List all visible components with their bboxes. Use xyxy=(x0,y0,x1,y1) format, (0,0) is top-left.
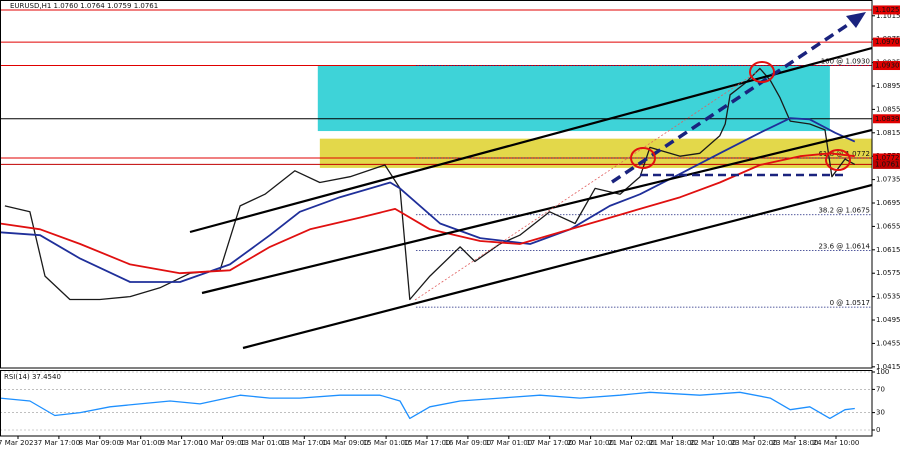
rsi-title: RSI(14) 37.4540 xyxy=(4,373,61,381)
level-label: 1.0761 xyxy=(875,160,900,168)
fib-label: 38.2 @ 1.0675 xyxy=(818,207,870,215)
x-tick-label: 13 Mar 01:00 xyxy=(240,439,287,447)
level-label-box xyxy=(873,159,900,169)
main-frame xyxy=(0,0,873,369)
y-tick-label: 1.0695 xyxy=(876,199,900,207)
series-line xyxy=(0,391,855,420)
level-label: 1.1025 xyxy=(875,6,900,14)
x-tick-label: 24 Mar 10:00 xyxy=(813,439,860,447)
x-tick-label: 15 Mar 01:00 xyxy=(363,439,410,447)
circle-marker xyxy=(749,61,775,83)
level-label: 1.0930 xyxy=(875,62,900,70)
x-tick-label: 16 Mar 09:00 xyxy=(445,439,492,447)
level-label-box xyxy=(873,61,900,71)
x-tick-label: 14 Mar 09:00 xyxy=(322,439,369,447)
x-tick-label: 15 Mar 17:00 xyxy=(404,439,451,447)
circle-marker xyxy=(630,147,656,169)
y-tick-label: 1.0455 xyxy=(876,339,900,347)
rsi-frame xyxy=(0,370,873,437)
level-label: 1.0772 xyxy=(875,154,900,162)
x-tick-label: 9 Mar 01:00 xyxy=(120,439,162,447)
fib-label: 23.6 @ 1.0614 xyxy=(818,242,870,250)
y-tick-label: 1.0895 xyxy=(876,82,900,90)
level-label: 1.0970 xyxy=(875,38,900,46)
x-tick-label: 21 Mar 18:00 xyxy=(649,439,696,447)
x-tick-label: 8 Mar 09:00 xyxy=(79,439,121,447)
arrow-head xyxy=(846,12,866,28)
series-line xyxy=(0,152,855,275)
main-plot: 100 @ 1.0930 61.8 @ 1.0772 38.2 @ 1.0675 23… xyxy=(0,9,872,308)
x-tick-label: 21 Mar 02:00 xyxy=(608,439,655,447)
fib-label: 61.8 @ 1.0772 xyxy=(818,150,870,158)
x-tick-label: 23 Mar 02:00 xyxy=(731,439,778,447)
channel-line xyxy=(189,46,872,234)
y-tick-label: 1.0415 xyxy=(876,363,900,371)
channel-line xyxy=(201,128,872,295)
y-tick-label: 70 xyxy=(876,385,885,393)
y-tick-label: 1.1015 xyxy=(876,12,900,20)
level-label-box xyxy=(873,114,900,124)
x-tick-label: 22 Mar 10:00 xyxy=(690,439,737,447)
level-label-box xyxy=(873,5,900,15)
x-tick-label: 10 Mar 09:00 xyxy=(199,439,246,447)
x-tick-label: 17 Mar 17:00 xyxy=(526,439,573,447)
channel-line xyxy=(242,183,872,350)
x-tick-label: 23 Mar 18:00 xyxy=(772,439,819,447)
y-tick-label: 1.0855 xyxy=(876,105,900,113)
x-tick-label: 20 Mar 10:00 xyxy=(567,439,614,447)
level-label: 1.0839 xyxy=(875,115,900,123)
y-tick-label: 1.0495 xyxy=(876,316,900,324)
x-tick-label: 17 Mar 01:00 xyxy=(485,439,532,447)
fib-label: 100 @ 1.0930 xyxy=(821,58,870,66)
drawings xyxy=(189,12,872,350)
y-tick-label: 1.0575 xyxy=(876,269,900,277)
fib-label: 0 @ 1.0517 xyxy=(830,299,870,307)
x-tick-label: 13 Mar 17:00 xyxy=(281,439,328,447)
x-tick-label: 7 Mar 17:00 xyxy=(38,439,80,447)
y-tick-label: 1.0615 xyxy=(876,246,900,254)
y-tick-label: 30 xyxy=(876,409,885,417)
level-label-box xyxy=(873,37,900,47)
zone xyxy=(317,65,830,132)
y-tick-label: 1.0735 xyxy=(876,176,900,184)
y-tick-label: 1.0535 xyxy=(876,293,900,301)
y-tick-label: 100 xyxy=(876,368,889,376)
circle-marker xyxy=(825,149,851,171)
symbol-header: EURUSD,H1 1.0760 1.0764 1.0759 1.0761 xyxy=(10,2,158,10)
y-tick-label: 1.0815 xyxy=(876,129,900,137)
y-tick-label: 0 xyxy=(876,426,880,434)
fib-trend xyxy=(414,69,761,301)
zone xyxy=(319,138,872,168)
y-tick-label: 1.0655 xyxy=(876,222,900,230)
x-tick-label: 9 Mar 17:00 xyxy=(160,439,202,447)
arrow-line xyxy=(611,18,856,184)
level-label-box xyxy=(873,153,900,163)
x-tick-label: 7 Mar 2023 xyxy=(0,439,38,447)
rsi-plot xyxy=(0,371,872,431)
